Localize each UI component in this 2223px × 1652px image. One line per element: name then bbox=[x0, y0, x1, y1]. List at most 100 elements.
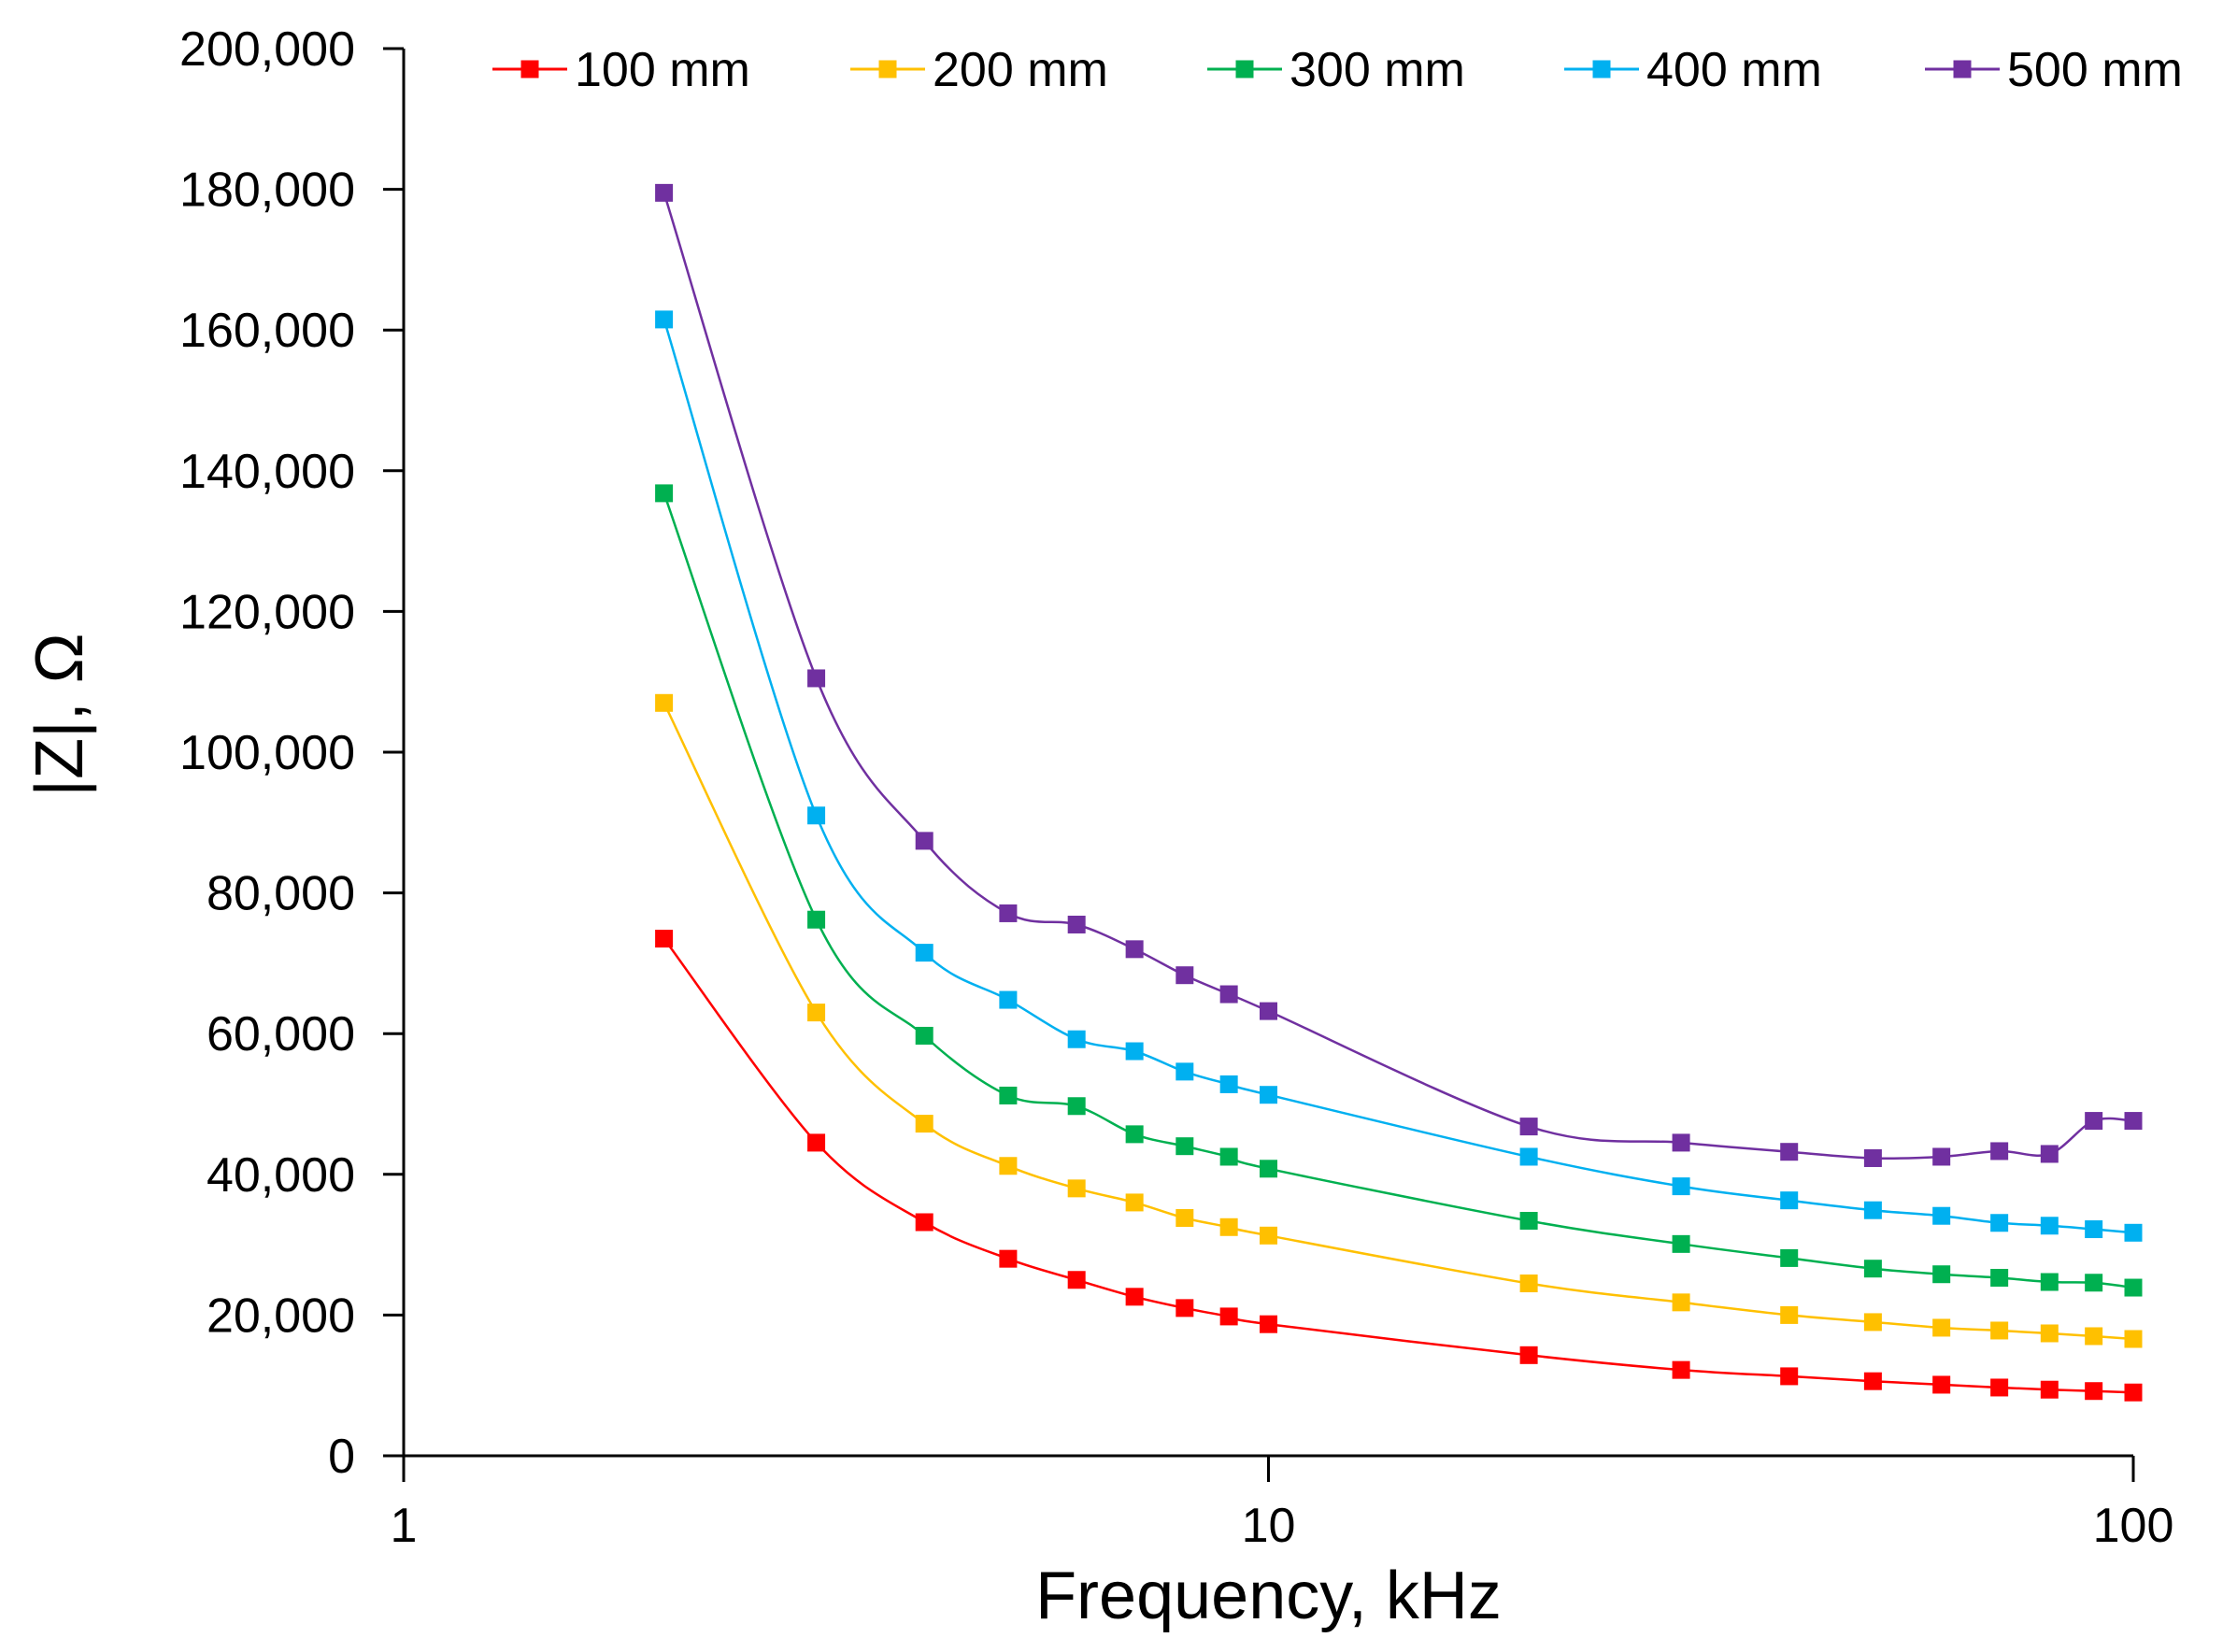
data-point bbox=[1932, 1147, 1951, 1166]
data-point bbox=[2085, 1112, 2103, 1131]
data-point bbox=[1125, 940, 1144, 959]
legend-swatch-marker bbox=[878, 60, 897, 78]
y-axis-title: |Z|, Ω bbox=[22, 633, 97, 796]
legend-swatch-marker bbox=[520, 60, 539, 78]
data-point bbox=[1990, 1214, 2009, 1232]
data-point bbox=[915, 1115, 933, 1133]
data-point bbox=[1125, 1288, 1144, 1306]
data-point bbox=[1219, 985, 1238, 1004]
data-point bbox=[2124, 1223, 2143, 1242]
data-point bbox=[915, 1213, 933, 1232]
legend-item: 200 mm bbox=[850, 43, 1108, 97]
y-tick-label: 140,000 bbox=[179, 445, 355, 499]
data-point bbox=[2124, 1330, 2143, 1348]
y-tick-label: 200,000 bbox=[179, 22, 355, 77]
data-point bbox=[915, 1026, 933, 1045]
data-point bbox=[1519, 1118, 1538, 1136]
data-point bbox=[807, 1133, 826, 1152]
data-point bbox=[2124, 1112, 2143, 1131]
y-tick-label: 60,000 bbox=[207, 1007, 355, 1061]
data-point bbox=[1219, 1147, 1238, 1166]
data-point bbox=[999, 990, 1018, 1009]
data-point bbox=[999, 1249, 1018, 1268]
data-point bbox=[1176, 966, 1194, 985]
series-300-mm bbox=[655, 484, 2143, 1297]
y-tick-label: 20,000 bbox=[207, 1289, 355, 1343]
data-point bbox=[1176, 1299, 1194, 1317]
data-point bbox=[1863, 1313, 1882, 1332]
data-point bbox=[1067, 1097, 1086, 1116]
legend-item: 100 mm bbox=[492, 43, 750, 97]
data-point bbox=[2085, 1382, 2103, 1401]
legend-item: 500 mm bbox=[1925, 43, 2183, 97]
data-point bbox=[2085, 1220, 2103, 1239]
data-point bbox=[1780, 1191, 1799, 1210]
data-point bbox=[1519, 1147, 1538, 1166]
data-point bbox=[807, 806, 826, 825]
data-point bbox=[807, 669, 826, 688]
series-200-mm bbox=[655, 693, 2143, 1348]
data-point bbox=[1067, 915, 1086, 933]
data-point bbox=[1067, 1030, 1086, 1048]
data-point bbox=[999, 1086, 1018, 1104]
data-point bbox=[2040, 1324, 2059, 1343]
data-point bbox=[1067, 1271, 1086, 1289]
data-point bbox=[1990, 1268, 2009, 1287]
series-line bbox=[663, 319, 2134, 1234]
data-point bbox=[1932, 1265, 1951, 1284]
data-point bbox=[2124, 1278, 2143, 1297]
legend-swatch-marker bbox=[1953, 60, 1972, 78]
data-point bbox=[1932, 1375, 1951, 1394]
y-axis-ticks: 0 20,000 40,000 60,000 80,000 100,000 120,000 1… bbox=[179, 22, 404, 1484]
data-point bbox=[655, 310, 674, 329]
data-point bbox=[1780, 1248, 1799, 1267]
data-point bbox=[999, 904, 1018, 922]
legend-label: 300 mm bbox=[1290, 43, 1465, 97]
y-tick-label: 160,000 bbox=[179, 304, 355, 358]
legend-item: 400 mm bbox=[1564, 43, 1822, 97]
series-layer bbox=[655, 183, 2143, 1402]
data-point bbox=[1863, 1372, 1882, 1390]
legend-label: 100 mm bbox=[575, 43, 750, 97]
y-tick-label: 80,000 bbox=[207, 867, 355, 921]
legend-swatch-marker bbox=[1235, 60, 1254, 78]
data-point bbox=[1219, 1218, 1238, 1236]
data-point bbox=[2040, 1380, 2059, 1399]
axes bbox=[402, 49, 2133, 1458]
data-point bbox=[1260, 1086, 1277, 1104]
data-point bbox=[2124, 1383, 2143, 1402]
legend-item: 300 mm bbox=[1207, 43, 1465, 97]
data-point bbox=[1932, 1206, 1951, 1225]
data-point bbox=[1672, 1234, 1690, 1253]
data-point bbox=[1519, 1346, 1538, 1364]
data-point bbox=[2040, 1217, 2059, 1235]
x-tick-label: 100 bbox=[2093, 1499, 2174, 1553]
data-point bbox=[1260, 1002, 1277, 1020]
legend: 100 mm 200 mm 300 mm 400 mm 500 mm bbox=[492, 43, 2183, 97]
data-point bbox=[655, 930, 674, 948]
data-point bbox=[655, 484, 674, 503]
series-line bbox=[663, 192, 2134, 1161]
data-point bbox=[1260, 1226, 1277, 1245]
x-axis-title: Frequency, kHz bbox=[1035, 1559, 1502, 1633]
data-point bbox=[1863, 1260, 1882, 1278]
data-point bbox=[2040, 1273, 2059, 1291]
data-point bbox=[1125, 1042, 1144, 1061]
data-point bbox=[1932, 1318, 1951, 1337]
data-point bbox=[2085, 1274, 2103, 1292]
y-tick-label: 0 bbox=[328, 1430, 355, 1484]
data-point bbox=[2040, 1145, 2059, 1163]
y-tick-label: 40,000 bbox=[207, 1148, 355, 1203]
data-point bbox=[1863, 1201, 1882, 1219]
data-point bbox=[1260, 1315, 1277, 1333]
data-point bbox=[1672, 1133, 1690, 1152]
data-point bbox=[1780, 1143, 1799, 1161]
series-100-mm bbox=[655, 930, 2143, 1402]
legend-label: 500 mm bbox=[2007, 43, 2183, 97]
data-point bbox=[1519, 1211, 1538, 1230]
data-point bbox=[1067, 1179, 1086, 1198]
legend-label: 200 mm bbox=[933, 43, 1108, 97]
data-point bbox=[1260, 1160, 1277, 1178]
data-point bbox=[915, 944, 933, 962]
